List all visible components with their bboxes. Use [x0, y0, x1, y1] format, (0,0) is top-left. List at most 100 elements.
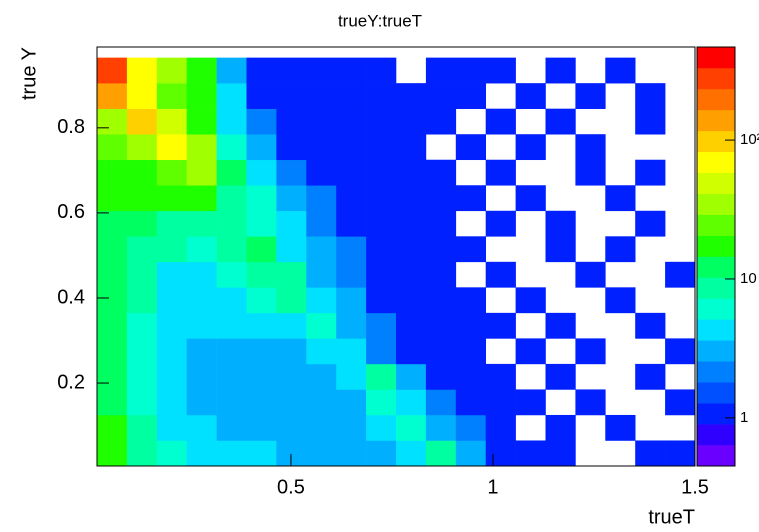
heatmap-cell — [276, 312, 307, 339]
heatmap-cell — [156, 108, 187, 135]
heatmap-cell — [366, 185, 397, 212]
heatmap-cell — [216, 159, 247, 186]
heatmap-cell — [186, 83, 217, 109]
heatmap-cell — [126, 440, 158, 467]
palette-band — [697, 193, 735, 215]
heatmap-cell — [126, 108, 158, 135]
heatmap-cell — [455, 389, 486, 416]
heatmap-cell — [306, 210, 337, 237]
heatmap-cell — [156, 159, 187, 186]
heatmap-cell — [276, 134, 307, 161]
palette-band — [697, 361, 735, 383]
heatmap-cell — [455, 312, 486, 339]
palette-band — [697, 235, 735, 257]
heatmap-cell — [306, 236, 337, 263]
heatmap-cell — [216, 83, 247, 109]
heatmap-cell — [126, 389, 158, 416]
heatmap-cell — [396, 363, 427, 390]
heatmap-cell — [246, 236, 277, 263]
heatmap-cell — [97, 57, 128, 84]
heatmap-cell — [396, 159, 427, 186]
plot-frame — [96, 46, 696, 467]
heatmap-cell — [246, 338, 277, 365]
palette-frame — [696, 46, 736, 467]
heatmap-cell — [635, 440, 666, 467]
heatmap-cell — [97, 287, 128, 314]
heatmap-cell — [425, 210, 457, 237]
heatmap-cell — [455, 363, 486, 390]
heatmap-cell — [425, 159, 457, 186]
heatmap-cell — [97, 312, 128, 339]
heatmap-cell — [336, 134, 367, 161]
heatmap-cell — [605, 236, 636, 263]
heatmap-cell — [485, 159, 516, 186]
heatmap-cell — [126, 57, 158, 84]
heatmap-cell — [246, 57, 277, 84]
heatmap-cell — [156, 134, 187, 161]
heatmap-cell — [336, 287, 367, 314]
heatmap-cell — [126, 185, 158, 212]
heatmap-cell — [246, 261, 277, 288]
y-tick-label: 0.2 — [57, 371, 85, 393]
heatmap-cell — [366, 389, 397, 416]
heatmap-cell — [545, 57, 576, 84]
heatmap-cell — [455, 134, 486, 161]
palette-band — [697, 172, 735, 194]
heatmap-cell — [336, 210, 367, 237]
heatmap-cell — [186, 236, 217, 263]
heatmap-cell — [306, 440, 337, 467]
heatmap-cell — [276, 210, 307, 237]
palette-band — [697, 382, 735, 404]
heatmap-cell — [485, 440, 516, 467]
heatmap-cell — [276, 363, 307, 390]
palette-band — [697, 214, 735, 236]
heatmap-cell — [306, 261, 337, 288]
heatmap-cell — [336, 108, 367, 135]
heatmap-cell — [425, 185, 457, 212]
heatmap-cell — [126, 363, 158, 390]
heatmap-cell — [246, 185, 277, 212]
heatmap-cell — [97, 83, 128, 109]
heatmap-cell — [276, 185, 307, 212]
heatmap-cell — [366, 236, 397, 263]
heatmap-cell — [545, 236, 576, 263]
heatmap-cell — [156, 185, 187, 212]
heatmap-cell — [455, 414, 486, 441]
heatmap-cell — [366, 338, 397, 365]
heatmap-cell — [575, 134, 606, 161]
heatmap-cell — [396, 134, 427, 161]
heatmap-cell — [156, 236, 187, 263]
heatmap-cell — [186, 312, 217, 339]
heatmap-cell — [336, 338, 367, 365]
heatmap-cell — [545, 414, 576, 441]
heatmap-cell — [246, 210, 277, 237]
heatmap-cell — [186, 287, 217, 314]
heatmap-cell — [97, 210, 128, 237]
heatmap-cell — [425, 414, 457, 441]
palette-band — [697, 445, 735, 467]
heatmap-cell — [336, 363, 367, 390]
y-tick-label: 0.6 — [57, 201, 85, 223]
heatmap-cell — [545, 312, 576, 339]
heatmap-cell — [306, 363, 337, 390]
heatmap-cell — [126, 312, 158, 339]
heatmap-cell — [605, 185, 636, 212]
heatmap-cell — [306, 389, 337, 416]
heatmap-cell — [156, 338, 187, 365]
heatmap-cell — [306, 414, 337, 441]
heatmap-cell — [156, 210, 187, 237]
heatmap-cell — [336, 83, 367, 109]
heatmap-cell — [126, 83, 158, 109]
z-tick-label: 10² — [740, 131, 759, 148]
palette-band — [697, 319, 735, 341]
heatmap-cell — [216, 236, 247, 263]
heatmap-cell — [605, 414, 636, 441]
heatmap-cell — [396, 312, 427, 339]
heatmap-cell — [126, 159, 158, 186]
heatmap-cell — [126, 287, 158, 314]
heatmap-cell — [336, 236, 367, 263]
heatmap-cell — [545, 210, 576, 237]
x-tick-label: 1 — [487, 476, 498, 498]
heatmap-cell — [186, 57, 217, 84]
heatmap-cell — [276, 389, 307, 416]
